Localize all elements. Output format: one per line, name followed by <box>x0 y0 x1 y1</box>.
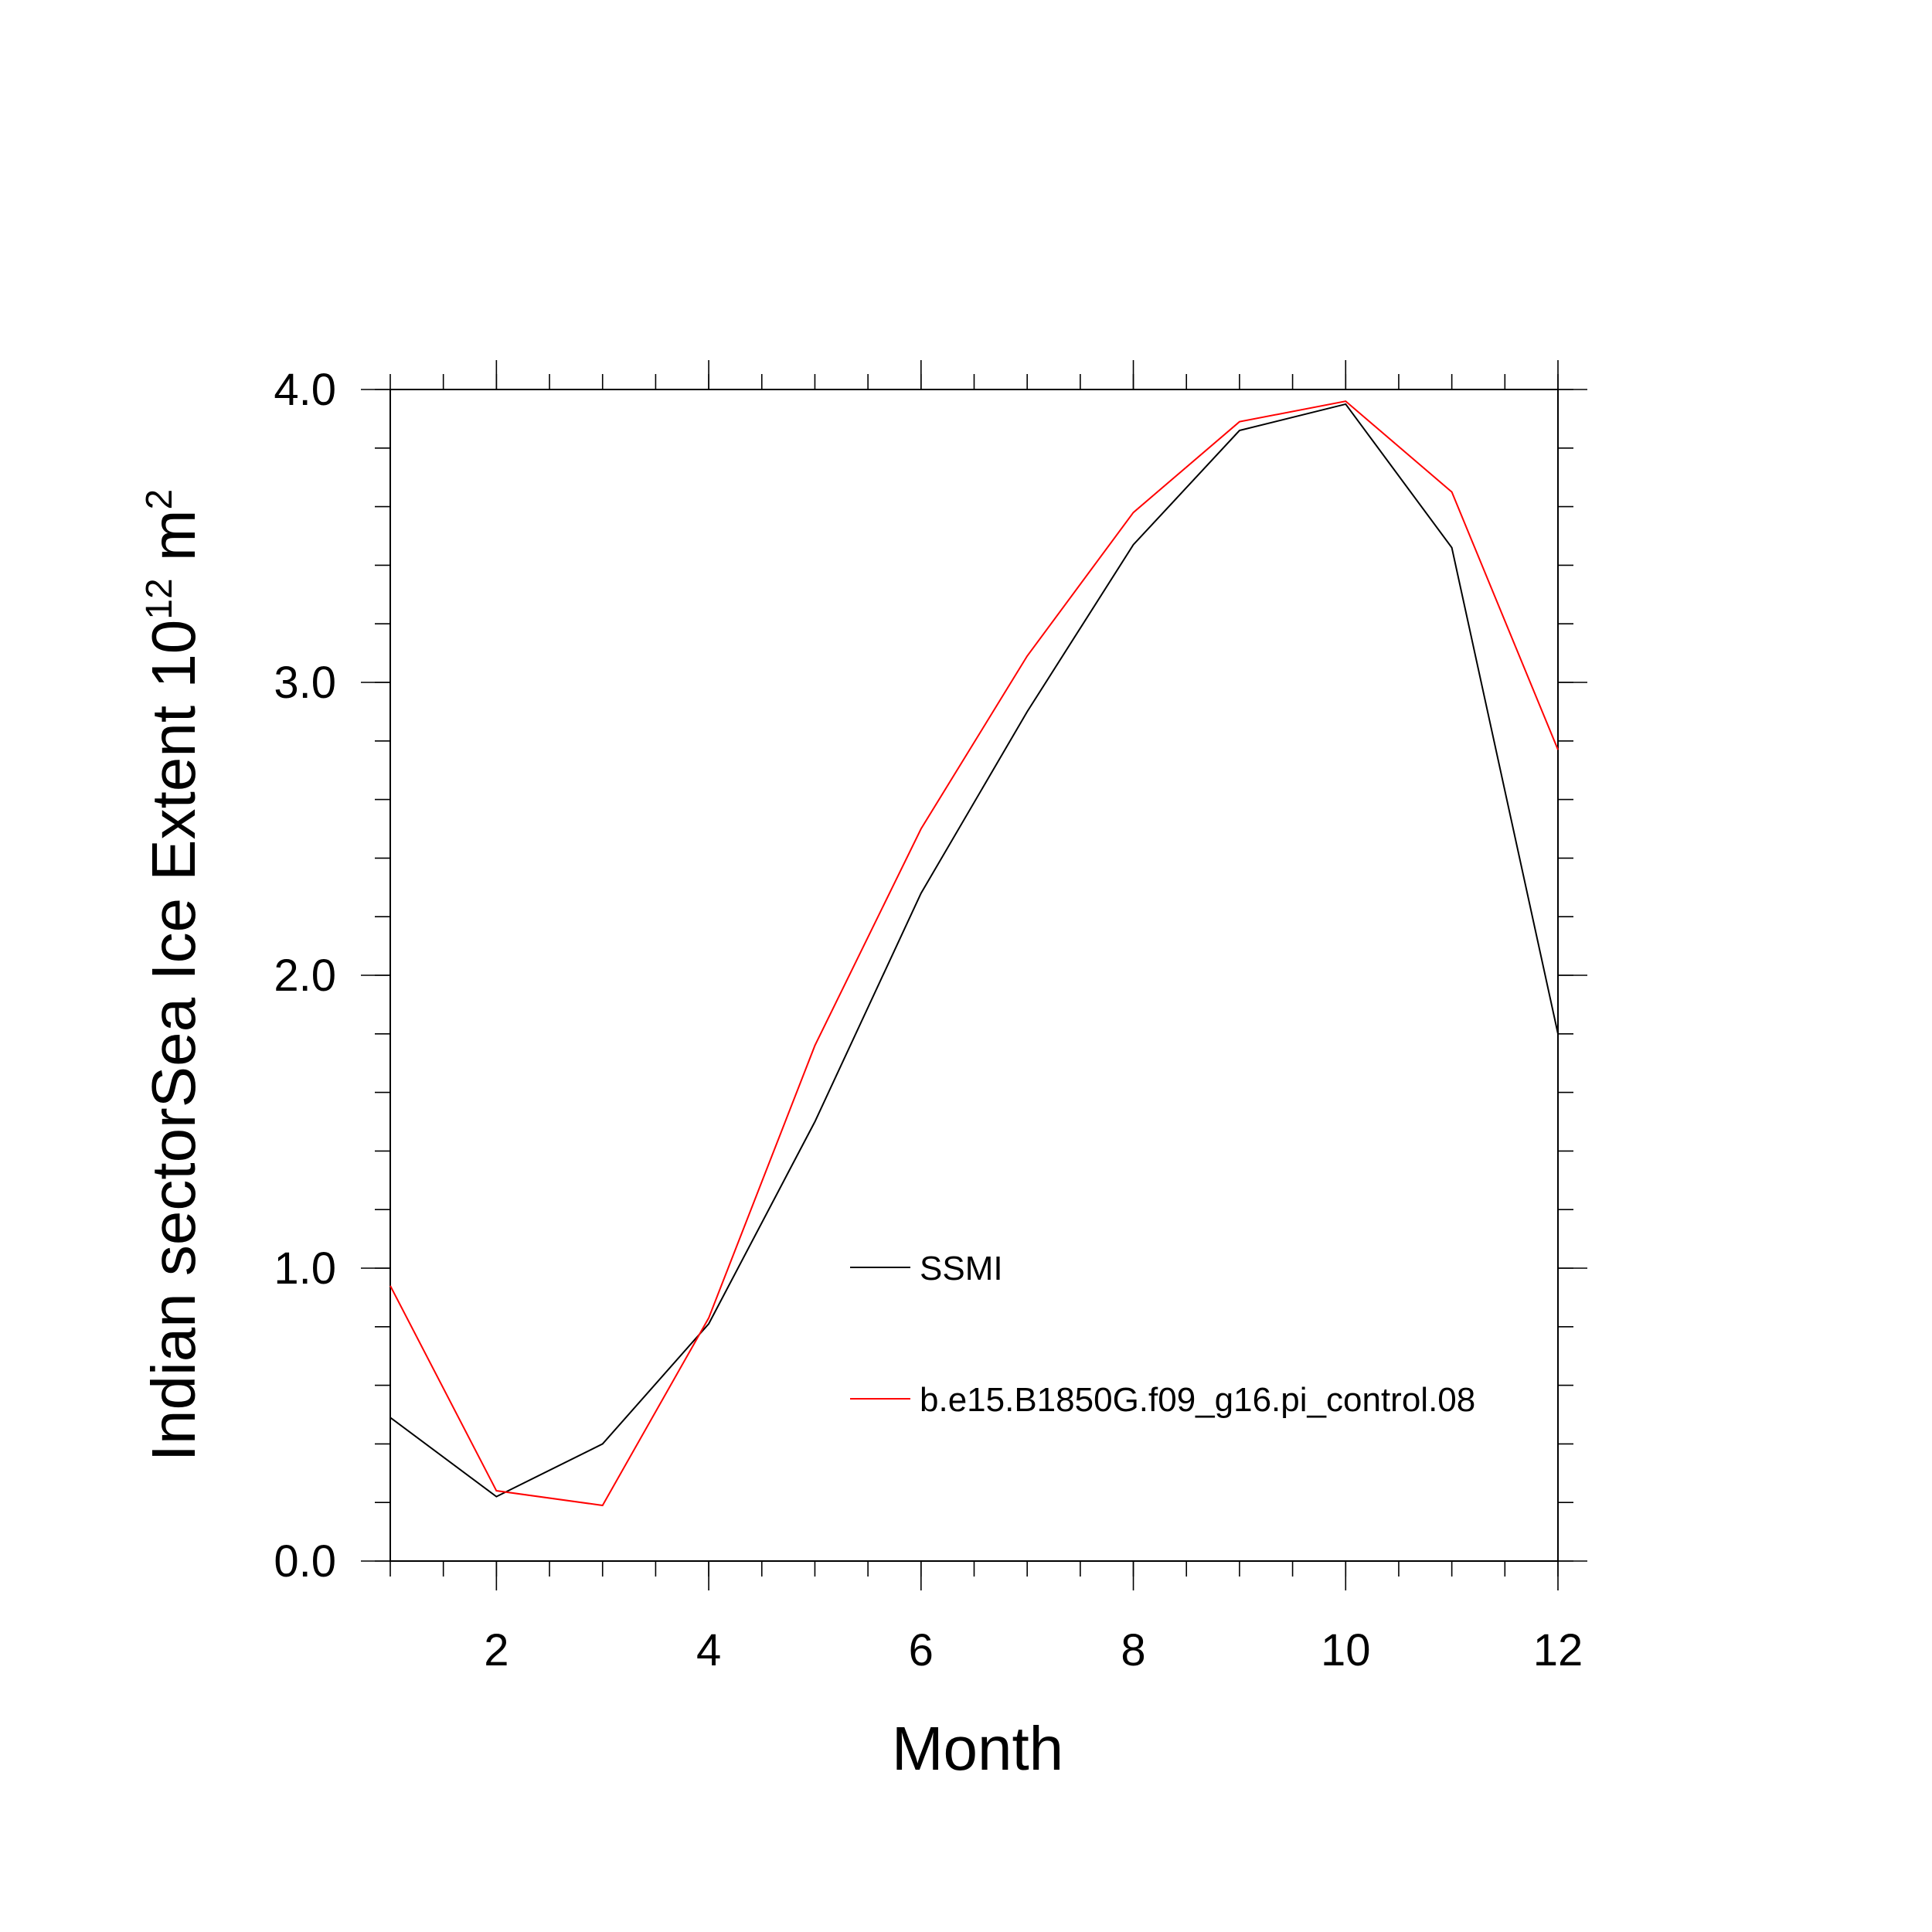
y-tick-label: 1.0 <box>274 1243 336 1294</box>
y-axis-title-exp2: 2 <box>139 489 180 510</box>
axis-tick-labels: 2 4 6 8 10 12 0.0 1.0 2.0 3.0 4.0 <box>274 365 1583 1675</box>
x-tick-label: 10 <box>1321 1625 1371 1675</box>
x-tick-label: 6 <box>909 1625 934 1675</box>
legend-label-ssmi: SSMI <box>920 1250 1003 1287</box>
series-line-ssmi <box>389 403 1559 1498</box>
x-tick-label: 12 <box>1533 1625 1583 1675</box>
series-line-model <box>389 400 1559 1507</box>
y-axis-title-unit: m <box>139 509 208 578</box>
legend: SSMI b.e15.B1850G.f09_g16.pi_control.08 <box>850 1250 1475 1419</box>
x-tick-label: 8 <box>1121 1625 1145 1675</box>
axis-ticks <box>361 360 1587 1590</box>
y-tick-label: 4.0 <box>274 365 336 415</box>
y-axis-title-main: Indian sectorSea Ice Extent 10 <box>139 620 208 1462</box>
x-tick-label: 4 <box>696 1625 721 1675</box>
legend-label-model: b.e15.B1850G.f09_g16.pi_control.08 <box>920 1381 1475 1419</box>
x-axis-title: Month <box>892 1714 1063 1783</box>
y-tick-label: 2.0 <box>274 951 336 1001</box>
y-tick-label: 0.0 <box>274 1536 336 1587</box>
x-tick-label: 2 <box>484 1625 509 1675</box>
y-axis-title-exp1: 12 <box>139 578 180 619</box>
y-tick-label: 3.0 <box>274 658 336 708</box>
series-lines <box>389 400 1559 1507</box>
y-axis-title: Indian sectorSea Ice Extent 1012 m2 <box>139 489 208 1462</box>
